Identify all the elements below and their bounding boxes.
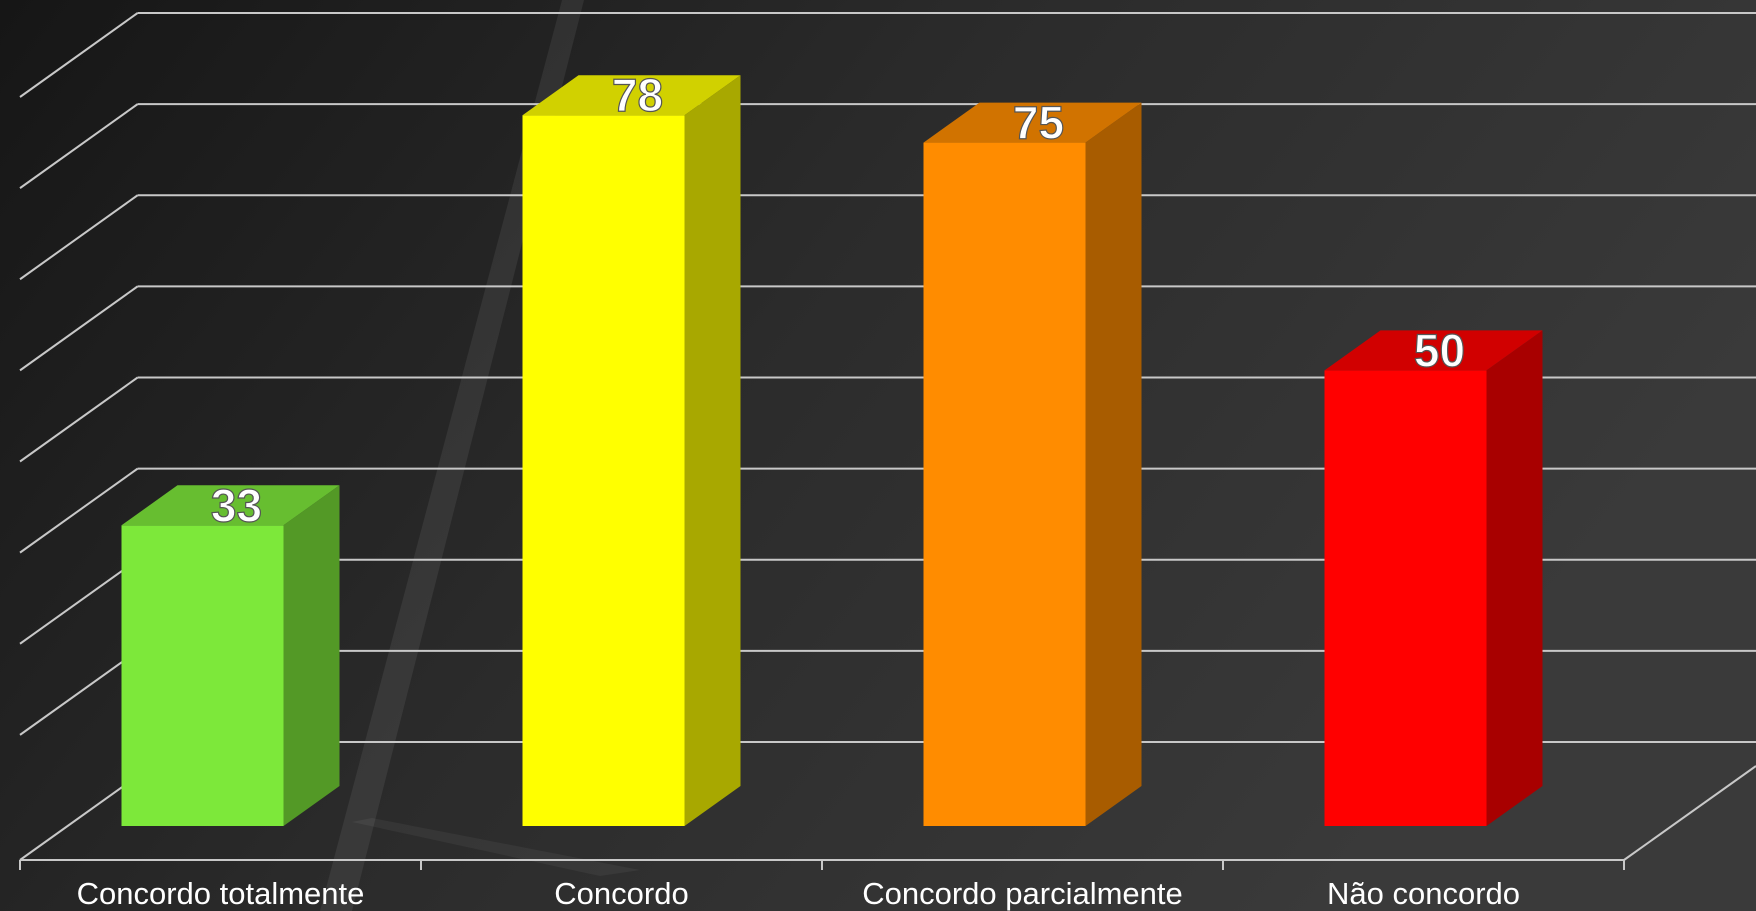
- gridline-side: [19, 650, 139, 736]
- data-label-0: 33: [211, 479, 262, 531]
- category-label-1: Concordo: [554, 876, 688, 911]
- gridline-side: [19, 376, 139, 463]
- bar-1-top: [522, 75, 741, 116]
- category-label-3: Não concordo: [1327, 876, 1520, 911]
- gridline-side: [19, 467, 139, 554]
- data-label-2: 75: [1013, 97, 1064, 149]
- bar-0-top: [121, 485, 340, 526]
- light-streak: [320, 0, 584, 911]
- bar-2-top: [923, 102, 1142, 143]
- bar-3-front: [1324, 370, 1487, 826]
- gridline-side: [19, 558, 139, 645]
- gridline-side: [19, 285, 139, 372]
- light-streak-floor: [352, 818, 640, 876]
- labels: 33 Concordo totalmente 78 Concordo 75 Concord…: [77, 69, 1520, 911]
- gridline-side: [19, 194, 139, 281]
- category-label-2: Concordo parcialmente: [862, 876, 1183, 911]
- bar-2-side: [1085, 102, 1142, 826]
- bars: [121, 75, 1543, 827]
- bar-0-side: [283, 485, 340, 826]
- bar-1-side: [684, 75, 741, 827]
- gridline-side: [19, 103, 139, 189]
- category-label-0: Concordo totalmente: [77, 876, 365, 911]
- data-label-1: 78: [612, 69, 663, 121]
- bar-1-front: [522, 115, 685, 827]
- bar-2-front: [923, 142, 1086, 826]
- floor-left-edge: [19, 775, 139, 861]
- gridline-side: [19, 12, 139, 98]
- bar-3-top: [1324, 330, 1543, 371]
- bar-3-side: [1486, 330, 1543, 826]
- floor-right-edge: [1623, 765, 1756, 861]
- data-label-3: 50: [1414, 324, 1465, 376]
- bar-0-front: [121, 525, 284, 826]
